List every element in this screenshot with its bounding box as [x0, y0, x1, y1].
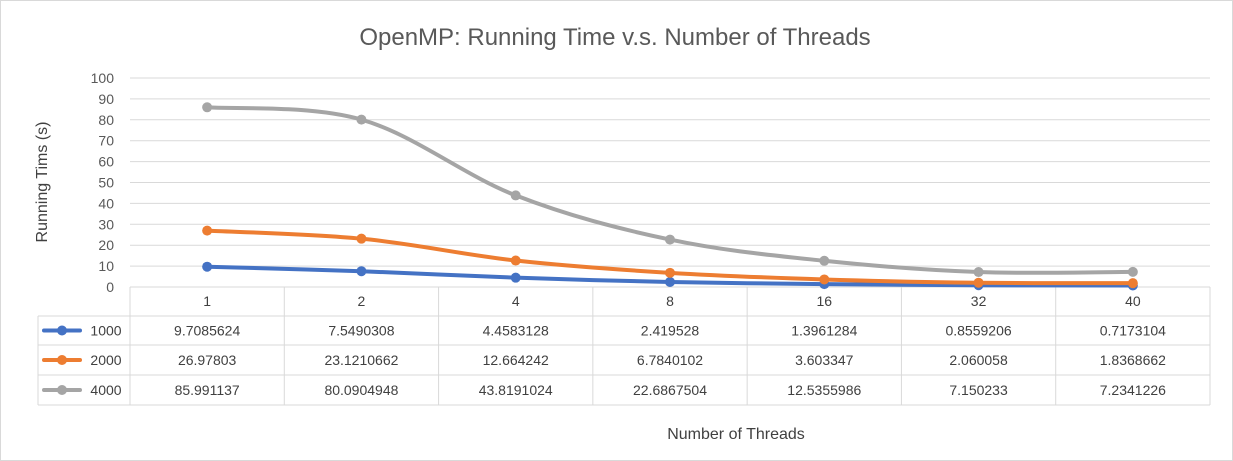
data-point-1000-8 — [665, 276, 675, 287]
table-cell-value: 80.0904948 — [324, 382, 398, 398]
y-tick-label: 70 — [98, 133, 114, 149]
x-category-label: 32 — [971, 293, 987, 309]
legend-key-marker-2000 — [57, 355, 67, 365]
data-point-2000-16 — [819, 274, 830, 285]
data-point-1000-2 — [356, 266, 367, 277]
legend-key-marker-4000 — [57, 385, 67, 395]
x-category-label: 40 — [1125, 293, 1141, 309]
legend-key-marker-1000 — [57, 325, 67, 336]
x-axis-label: Number of Threads — [667, 426, 805, 443]
chart-title: OpenMP: Running Time v.s. Number of Thre… — [359, 24, 870, 51]
y-tick-label: 50 — [98, 175, 114, 191]
table-cell-value: 26.97803 — [178, 352, 237, 368]
series-lines — [202, 102, 1138, 291]
table-cell-value: 7.2341226 — [1100, 382, 1166, 398]
table-cell-value: 1.3961284 — [791, 323, 857, 339]
y-axis-ticks: 0 10 20 30 40 50 60 70 80 90 100 — [91, 70, 115, 295]
data-point-4000-40 — [1127, 266, 1138, 277]
table-cell-value: 6.7840102 — [637, 352, 703, 368]
data-point-1000-1 — [202, 261, 213, 272]
x-category-label: 4 — [512, 293, 520, 309]
y-tick-label: 30 — [98, 216, 114, 232]
data-point-2000-4 — [510, 255, 521, 266]
legend-label-4000: 4000 — [90, 382, 121, 398]
data-point-4000-2 — [356, 114, 367, 125]
table-cell-value: 9.7085624 — [174, 323, 240, 339]
table-cell-value: 12.5355986 — [787, 382, 861, 398]
legend-label-2000: 2000 — [90, 352, 121, 368]
data-point-4000-32 — [973, 267, 984, 278]
data-point-2000-8 — [665, 267, 675, 278]
table-cell-value: 4.4583128 — [483, 323, 549, 339]
table-cell-value: 12.664242 — [483, 352, 549, 368]
x-category-label: 8 — [666, 293, 674, 309]
y-tick-label: 0 — [106, 279, 114, 295]
table-cell-value: 2.060058 — [949, 352, 1008, 368]
y-tick-label: 100 — [91, 70, 115, 86]
table-cell-value: 85.991137 — [175, 382, 240, 398]
table-cell-value: 23.1210662 — [324, 352, 398, 368]
data-table: 1 2 4 8 16 32 40 1000 9.7085624 7.5490308 4.458312… — [37, 286, 1211, 406]
table-cell-value: 7.150233 — [949, 382, 1008, 398]
table-cell-value: 3.603347 — [795, 352, 854, 368]
table-cell-value: 22.6867504 — [633, 382, 707, 398]
y-tick-label: 90 — [98, 91, 114, 107]
table-cell-value: 43.8191024 — [479, 382, 553, 398]
data-point-2000-2 — [356, 233, 367, 244]
y-tick-label: 80 — [98, 112, 114, 128]
y-tick-label: 40 — [98, 195, 114, 211]
y-tick-label: 10 — [98, 258, 114, 274]
x-category-label: 1 — [203, 293, 211, 309]
table-cell-value: 2.419528 — [641, 323, 700, 339]
table-cell-value: 7.5490308 — [328, 323, 394, 339]
y-axis-label: Running Tims (s) — [34, 122, 51, 243]
y-tick-label: 60 — [98, 154, 114, 170]
data-point-4000-1 — [202, 102, 213, 113]
y-tick-label: 20 — [98, 237, 114, 253]
data-point-2000-40 — [1127, 278, 1138, 289]
data-point-4000-8 — [665, 234, 675, 245]
data-point-2000-32 — [973, 277, 984, 288]
data-point-1000-4 — [510, 272, 521, 283]
x-category-label: 16 — [816, 293, 832, 309]
table-cell-value: 1.8368662 — [1100, 352, 1166, 368]
data-point-2000-1 — [202, 225, 213, 236]
table-cell-value: 0.8559206 — [945, 323, 1011, 339]
table-cell-value: 0.7173104 — [1100, 323, 1166, 339]
x-category-label: 2 — [358, 293, 366, 309]
legend-label-1000: 1000 — [90, 323, 121, 339]
data-point-4000-16 — [819, 255, 830, 266]
data-point-4000-4 — [510, 190, 521, 201]
